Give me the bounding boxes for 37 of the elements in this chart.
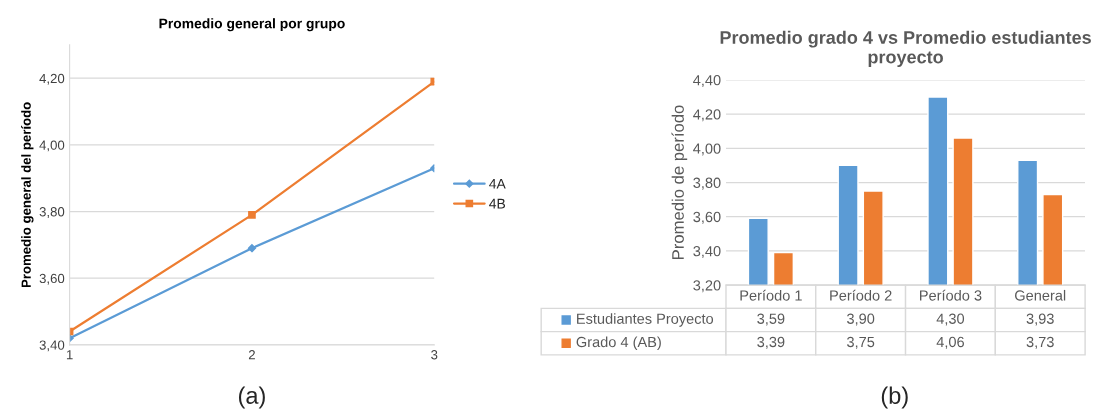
x-tick-label: 1 — [66, 350, 73, 360]
x-tick-label: Período 1 — [740, 289, 802, 301]
y-tick-label: 3,40 — [693, 246, 721, 259]
chart-title: Promedio general por grupo — [159, 18, 345, 32]
y-axis-title: Promedio de período — [671, 105, 688, 259]
x-tick-label: General — [1015, 289, 1066, 301]
y-tick-label: 4,20 — [693, 109, 721, 122]
legend-label: 4B — [489, 198, 506, 209]
x-tick-label: Período 2 — [830, 289, 892, 301]
x-tick-label: 3 — [431, 350, 438, 360]
y-tick-label: 3,20 — [693, 280, 721, 293]
data-label: 3,93 — [1026, 313, 1054, 326]
x-tick-label: 2 — [248, 350, 255, 360]
data-label: 3,59 — [757, 313, 785, 326]
data-label: 3,39 — [757, 336, 785, 349]
y-axis-title: Promedio general del período — [21, 102, 34, 288]
data-label: 3,73 — [1026, 336, 1054, 349]
y-tick-label: 3,40 — [39, 340, 65, 352]
data-label: 4,06 — [936, 336, 964, 349]
text: (a) — [238, 386, 265, 409]
text: (b) — [881, 386, 908, 409]
y-tick-label: 3,80 — [693, 177, 721, 190]
y-tick-label: 3,60 — [693, 211, 721, 224]
data-label: 3,90 — [847, 313, 875, 326]
x-tick-label: Período 3 — [920, 289, 982, 301]
data-label: 4,30 — [936, 313, 965, 326]
legend-label: 4A — [489, 178, 506, 189]
legend-label: Estudiantes Proyecto — [577, 313, 714, 327]
y-tick-label: 4,00 — [693, 143, 721, 156]
y-tick-label: 4,40 — [693, 75, 721, 88]
chart-title: Promedio grado 4 vs Promedio estudiantes proyecto — [720, 30, 1091, 68]
y-tick-label: 3,80 — [39, 207, 65, 219]
data-label: 3,75 — [847, 336, 875, 349]
y-tick-label: 3,60 — [39, 273, 65, 285]
legend-label: Grado 4 (AB) — [576, 336, 661, 351]
y-tick-label: 4,20 — [39, 73, 65, 85]
y-tick-label: 4,00 — [39, 140, 65, 152]
